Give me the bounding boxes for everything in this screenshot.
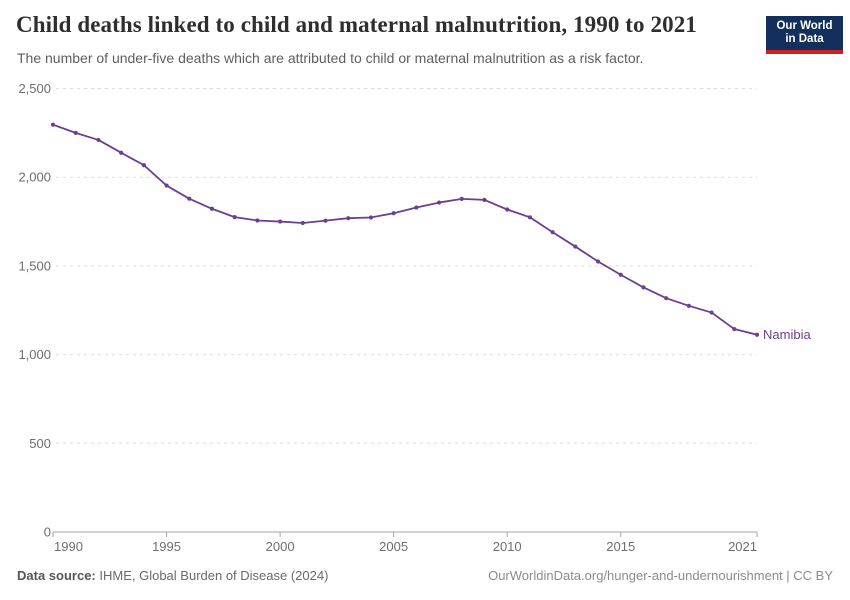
chart-subtitle: The number of under-five deaths which ar… bbox=[17, 50, 644, 66]
data-point bbox=[73, 130, 78, 135]
owid-logo: Our World in Data bbox=[766, 16, 843, 54]
x-axis-tick-label: 2021 bbox=[728, 539, 757, 554]
data-point bbox=[141, 163, 146, 168]
y-axis-tick-label: 1,000 bbox=[18, 347, 51, 362]
owid-logo-line1: Our World bbox=[776, 20, 833, 32]
data-point bbox=[368, 215, 374, 220]
y-axis-tick-label: 2,500 bbox=[18, 81, 51, 96]
data-point bbox=[618, 272, 623, 277]
data-point bbox=[255, 218, 260, 223]
series-line-namibia bbox=[52, 123, 758, 336]
credit-link[interactable]: OurWorldinData.org/hunger-and-undernouri… bbox=[488, 568, 833, 583]
data-point bbox=[119, 150, 124, 155]
data-point bbox=[50, 122, 56, 127]
y-axis-tick-label: 0 bbox=[44, 525, 51, 540]
x-axis-tick-label: 1995 bbox=[152, 539, 181, 554]
data-point bbox=[482, 197, 487, 203]
series-end-label: Namibia bbox=[763, 327, 811, 342]
data-point bbox=[232, 215, 237, 220]
data-point bbox=[96, 137, 101, 143]
x-axis-tick-label: 2000 bbox=[266, 539, 295, 554]
data-point bbox=[505, 207, 510, 212]
data-point bbox=[300, 220, 305, 226]
data-source: Data source: IHME, Global Burden of Dise… bbox=[17, 568, 328, 583]
x-axis-tick-label: 2005 bbox=[379, 539, 408, 554]
data-point bbox=[550, 230, 555, 235]
data-point bbox=[686, 303, 691, 308]
data-point bbox=[346, 216, 351, 221]
data-source-label: Data source: bbox=[17, 568, 96, 583]
data-point bbox=[391, 211, 396, 216]
data-point bbox=[277, 219, 283, 224]
data-point bbox=[187, 196, 192, 201]
data-point bbox=[164, 183, 169, 188]
data-point bbox=[527, 215, 533, 220]
data-point bbox=[209, 206, 215, 211]
data-point bbox=[664, 296, 669, 301]
data-point bbox=[641, 285, 646, 290]
data-point bbox=[754, 332, 760, 337]
x-axis-tick-label: 1990 bbox=[54, 539, 83, 554]
x-axis-tick-label: 2015 bbox=[606, 539, 635, 554]
data-point bbox=[414, 205, 419, 210]
data-point bbox=[323, 218, 328, 223]
chart-title: Child deaths linked to child and materna… bbox=[16, 12, 697, 37]
data-point bbox=[459, 196, 464, 201]
y-axis-tick-label: 1,500 bbox=[18, 258, 51, 273]
x-axis-tick-label: 2010 bbox=[493, 539, 522, 554]
data-point bbox=[732, 326, 737, 332]
y-axis-tick-label: 2,000 bbox=[18, 170, 51, 185]
y-axis-tick-label: 500 bbox=[29, 436, 51, 451]
data-point bbox=[595, 259, 601, 264]
data-point bbox=[573, 244, 578, 249]
data-source-text: IHME, Global Burden of Disease (2024) bbox=[99, 568, 329, 583]
data-point bbox=[436, 200, 442, 205]
data-point bbox=[709, 310, 714, 315]
owid-logo-line2: in Data bbox=[785, 33, 824, 45]
